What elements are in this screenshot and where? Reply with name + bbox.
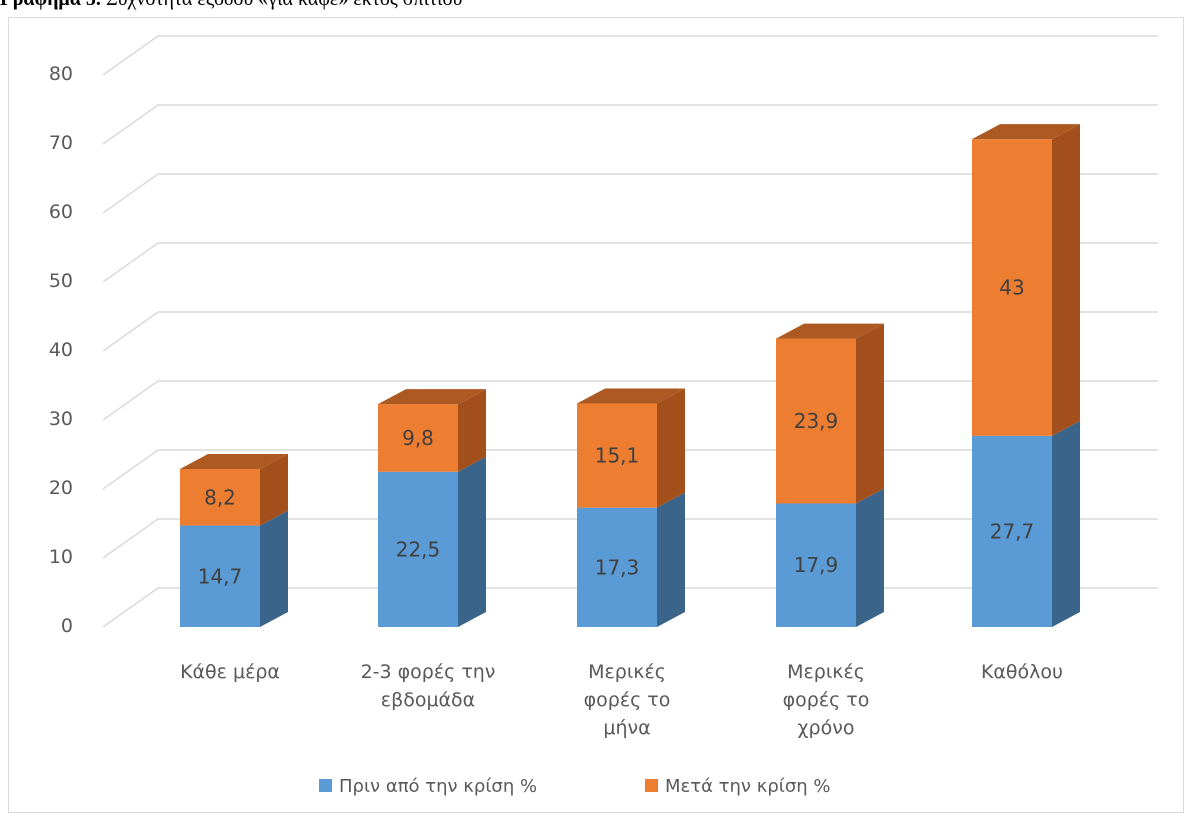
bar-segment-side bbox=[1052, 420, 1080, 627]
bar-segment-front bbox=[776, 338, 856, 504]
y-tick-label: 40 bbox=[49, 339, 73, 361]
bar-top bbox=[180, 453, 288, 469]
bar-segment-side bbox=[260, 510, 288, 627]
bar-segment-front bbox=[577, 507, 657, 627]
y-tick-label: 30 bbox=[49, 408, 73, 430]
legend-swatch bbox=[319, 779, 332, 792]
bar-segment-side bbox=[260, 453, 288, 526]
bar-segment-front bbox=[776, 503, 856, 627]
bar-top bbox=[378, 389, 486, 405]
y-axis: 0 10 20 30 40 50 60 70 80 bbox=[49, 63, 73, 637]
bar-segment-front bbox=[972, 139, 1052, 436]
y-tick-label: 10 bbox=[49, 546, 73, 568]
legend: Πριν από την κρίση % Μετά την κρίση % bbox=[319, 776, 830, 797]
data-label: 22,5 bbox=[396, 537, 441, 561]
legend-label: Πριν από την κρίση % bbox=[339, 776, 537, 797]
x-axis: Κάθε μέρα 2-3 φορές την εβδομάδα Μερικές φορ… bbox=[180, 661, 1063, 739]
bar-top bbox=[972, 124, 1080, 140]
x-category-label: Κάθε μέρα bbox=[180, 661, 280, 683]
gridline bbox=[102, 242, 1158, 283]
gridlines bbox=[102, 35, 1158, 628]
bar-segment-side bbox=[458, 389, 486, 472]
y-tick-label: 60 bbox=[49, 201, 73, 223]
y-tick-label: 80 bbox=[49, 63, 73, 85]
bar-segment-side bbox=[657, 492, 685, 627]
data-label: 9,8 bbox=[402, 426, 434, 450]
data-label: 15,1 bbox=[595, 444, 640, 468]
legend-swatch bbox=[645, 779, 658, 792]
x-category-label: Μερικές φορές το χρόνο bbox=[783, 661, 870, 739]
legend-label: Μετά την κρίση % bbox=[665, 776, 830, 797]
gridline bbox=[102, 104, 1158, 145]
data-labels: 14,7 8,2 22,5 9,8 17,3 15,1 17,9 23,9 27,7 43 bbox=[198, 276, 1035, 589]
gridline bbox=[102, 311, 1158, 352]
y-tick-label: 50 bbox=[49, 270, 73, 292]
gridline bbox=[102, 35, 1158, 76]
bar-segment-front bbox=[378, 471, 458, 627]
data-label: 43 bbox=[999, 276, 1024, 300]
figure-caption: Γράφημα 5. Συχνότητα εξόδου «για καφέ» ε… bbox=[0, 0, 462, 12]
data-label: 17,3 bbox=[595, 555, 640, 579]
bar-segment-front bbox=[180, 525, 260, 627]
figure-caption-text: Συχνότητα εξόδου «για καφέ» εκτός σπιτιο… bbox=[101, 0, 462, 10]
y-tick-label: 0 bbox=[61, 615, 73, 637]
bar-segment-front bbox=[378, 404, 458, 472]
bars bbox=[180, 124, 1080, 627]
bar-segment-side bbox=[657, 388, 685, 508]
data-label: 8,2 bbox=[204, 485, 236, 509]
bar-segment-side bbox=[856, 488, 884, 627]
bar-segment-front bbox=[180, 468, 260, 526]
bar-segment-side bbox=[856, 323, 884, 504]
y-tick-label: 70 bbox=[49, 132, 73, 154]
bar-segment-front bbox=[577, 403, 657, 508]
x-category-label: Καθόλου bbox=[981, 661, 1063, 683]
data-label: 23,9 bbox=[794, 409, 839, 433]
bar-segment-side bbox=[1052, 124, 1080, 436]
x-category-label: Μερικές φορές το μήνα bbox=[584, 661, 671, 739]
gridline bbox=[102, 173, 1158, 214]
data-label: 27,7 bbox=[990, 519, 1035, 543]
data-label: 14,7 bbox=[198, 564, 243, 588]
x-category-label: 2-3 φορές την εβδομάδα bbox=[361, 661, 496, 711]
bar-top bbox=[577, 388, 685, 404]
bar-top bbox=[776, 323, 884, 339]
data-label: 17,9 bbox=[794, 553, 839, 577]
figure-caption-number: Γράφημα 5. bbox=[0, 0, 101, 10]
bar-segment-front bbox=[972, 435, 1052, 627]
bar-segment-side bbox=[458, 456, 486, 627]
y-tick-label: 20 bbox=[49, 477, 73, 499]
